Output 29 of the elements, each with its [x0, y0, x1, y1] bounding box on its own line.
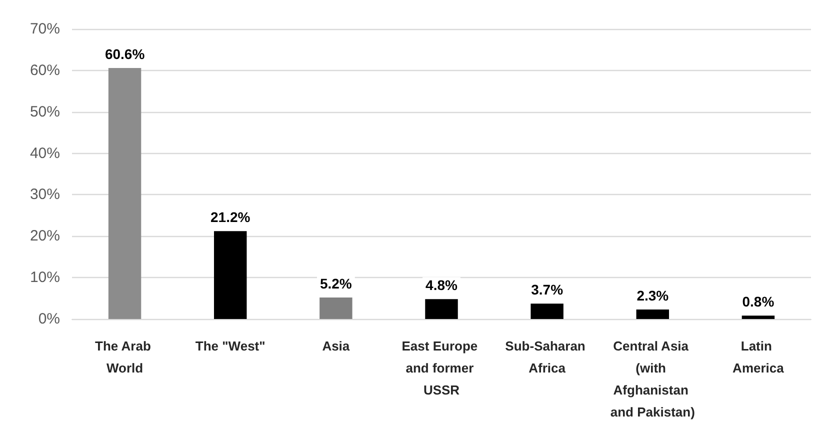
y-tick-label: 0%	[38, 310, 60, 328]
y-tick-label: 70%	[30, 20, 60, 38]
data-label: 0.8%	[742, 294, 775, 310]
x-tick-label: Latin America	[732, 338, 785, 376]
bar	[742, 316, 775, 319]
x-tick-label: Sub-Saharan Africa	[505, 338, 589, 376]
x-tick-label: Asia	[322, 338, 350, 354]
x-tick-label: East Europe and former USSR	[402, 338, 482, 398]
bar	[214, 231, 247, 319]
data-label: 3.7%	[531, 282, 564, 298]
x-tick-label: The Arab World	[95, 338, 155, 376]
bar	[320, 297, 352, 319]
x-tick-label: Central Asia (with Afghanistan and Pakistan)	[610, 338, 695, 420]
x-tick-label: The "West"	[195, 338, 266, 354]
data-label: 5.2%	[320, 275, 352, 292]
y-tick-label: 20%	[30, 228, 60, 245]
bar	[425, 299, 458, 319]
bar	[636, 309, 670, 319]
data-label: 60.6%	[104, 46, 146, 62]
y-tick-label: 10%	[30, 269, 60, 286]
data-label: 2.3%	[636, 287, 670, 304]
bar	[108, 68, 142, 319]
bar	[530, 304, 564, 319]
y-tick-label: 60%	[30, 62, 60, 79]
y-tick-label: 30%	[30, 186, 60, 204]
y-tick-label: 40%	[30, 144, 60, 162]
data-label: 4.8%	[426, 277, 458, 294]
data-label: 21.2%	[210, 209, 251, 226]
y-tick-label: 50%	[30, 103, 60, 120]
